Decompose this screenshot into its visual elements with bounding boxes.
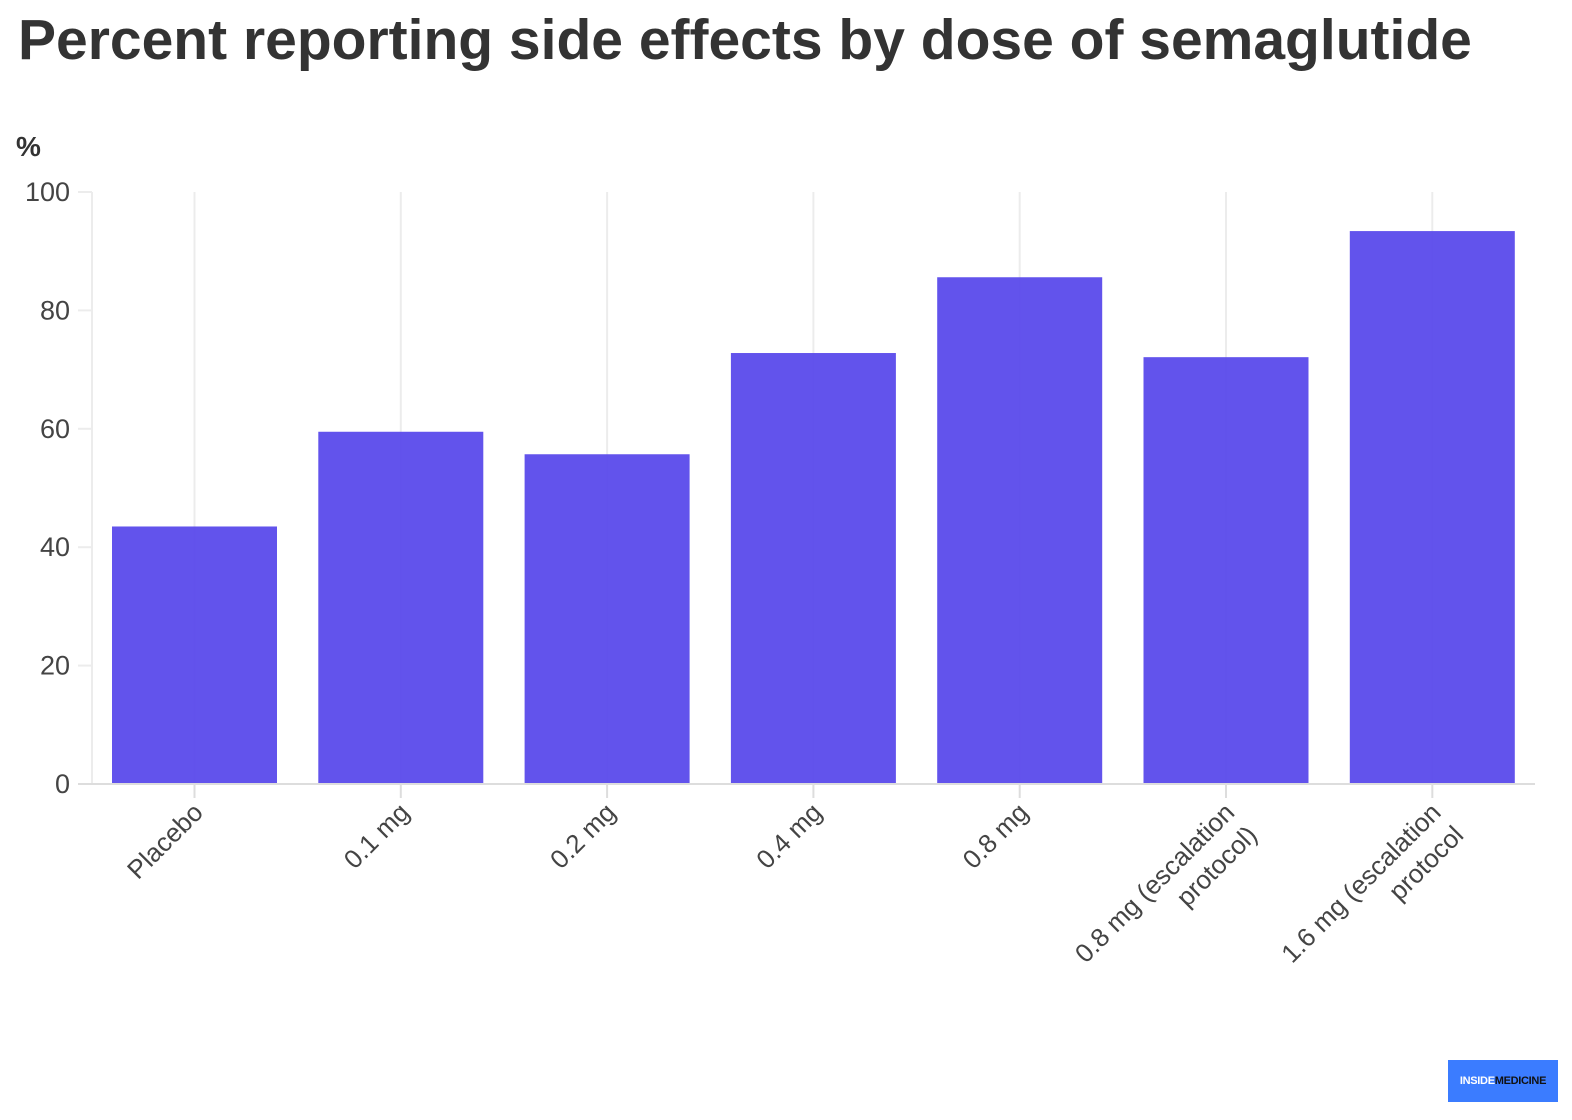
x-tick-label: 0.4 mg [750,797,827,874]
y-tick-label: 0 [55,769,70,799]
bar [318,431,484,784]
y-tick-label: 100 [25,177,70,207]
bar [524,454,690,784]
y-tick-label: 40 [40,532,70,562]
y-axis-unit-label: % [16,131,41,162]
bar [937,277,1103,784]
bar [1349,231,1515,784]
x-tick-label: 0.1 mg [338,797,415,874]
bars [112,231,1515,784]
inside-medicine-logo: INSIDE MEDICINE [1448,1060,1558,1102]
x-tick-label: 0.8 mg [957,797,1034,874]
x-tick-label: 1.6 mg (escalationprotocol [1275,797,1469,991]
chart-title: Percent reporting side effects by dose o… [18,8,1472,72]
x-tick-label: 0.8 mg (escalationprotocol) [1069,797,1263,991]
x-tick-label: Placebo [121,797,209,885]
bar [112,526,277,784]
logo-text-inside: INSIDE [1459,1075,1495,1087]
y-tick-label: 80 [40,295,70,325]
logo-text-medicine: MEDICINE [1494,1075,1547,1087]
y-tick-label: 60 [40,414,70,444]
bar [1143,357,1309,784]
bar [730,353,896,784]
x-tick-label: 0.2 mg [544,797,621,874]
y-tick-label: 20 [40,651,70,681]
